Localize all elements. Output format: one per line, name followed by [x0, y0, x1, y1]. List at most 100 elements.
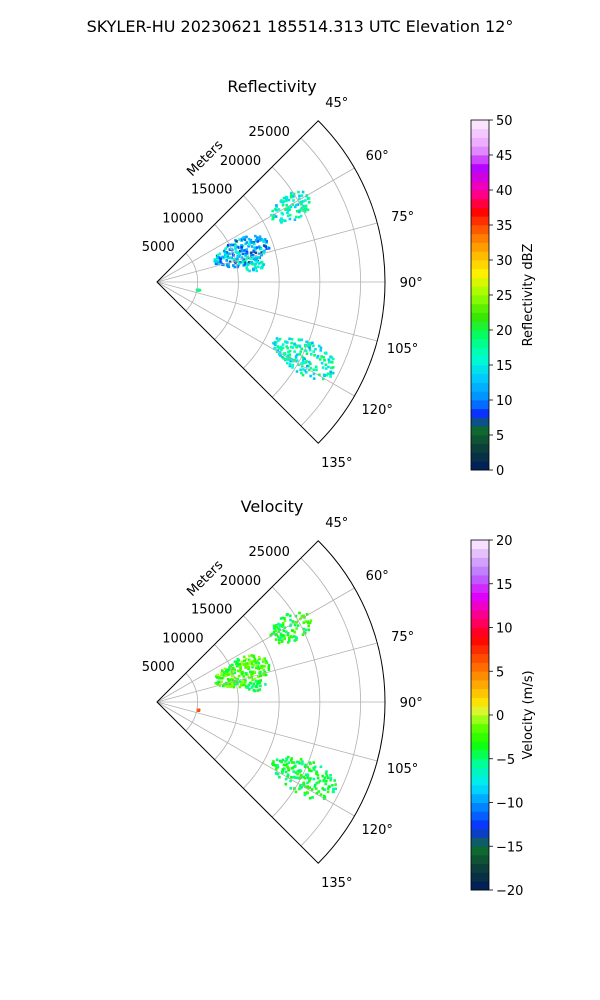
echo-cell [238, 685, 242, 689]
echo-cell [281, 768, 285, 771]
echo-cell [243, 238, 247, 241]
echo-cell [237, 262, 241, 265]
panel-title: Reflectivity [227, 77, 316, 96]
echo-cell [213, 258, 217, 261]
echo-cell [272, 760, 275, 763]
echo-cell [290, 776, 293, 779]
echo-cell [278, 352, 281, 356]
echo-cell [295, 346, 298, 349]
echo-cell [308, 769, 311, 772]
echo-cell [245, 672, 248, 675]
range-tick-label: 15000 [191, 183, 232, 198]
colorbar-level [471, 172, 489, 182]
echo-cell [295, 215, 298, 219]
colorbar-level [471, 435, 489, 445]
echo-cell [215, 681, 219, 685]
echo-cell [279, 219, 283, 222]
echo-cell [331, 361, 334, 364]
echo-cell [235, 662, 238, 666]
echo-cell [293, 218, 297, 221]
echo-cell [292, 195, 295, 198]
echo-cell [247, 261, 251, 264]
echo-cell [287, 198, 291, 202]
range-tick-label: 10000 [162, 211, 203, 226]
echo-cell [245, 662, 248, 665]
echo-cell [274, 764, 277, 767]
echo-cell [242, 675, 246, 678]
echo-cell [309, 777, 312, 780]
colorbar-level [471, 863, 489, 873]
echo-cell [290, 191, 293, 195]
echo-cell [233, 265, 236, 269]
echo-cell [230, 682, 234, 685]
echo-cell [247, 244, 250, 248]
echo-cell [316, 354, 320, 358]
echo-cell [306, 773, 310, 776]
echo-cell [251, 684, 255, 688]
echo-cell [259, 684, 262, 688]
echo-cell [286, 774, 289, 778]
echo-cell [275, 626, 279, 629]
echo-cell [237, 252, 241, 256]
echo-cell [287, 209, 290, 212]
colorbar-tick-label: 10 [496, 622, 513, 637]
echo-cell [261, 238, 264, 242]
echo-cell [282, 352, 286, 355]
echo-cell [231, 252, 235, 255]
echo-cell [293, 631, 296, 634]
echo-cell [326, 790, 330, 794]
echo-cell [265, 241, 268, 245]
echo-cell [257, 662, 261, 665]
echo-cell [301, 762, 304, 766]
echo-cell [277, 208, 281, 211]
colorbar-tick-label: −10 [496, 797, 523, 812]
echo-cell [264, 661, 268, 665]
colorbar-level [471, 356, 489, 366]
echo-cell [226, 245, 229, 249]
echo-cell [301, 633, 305, 636]
echo-cell [300, 194, 304, 197]
echo-cell [289, 193, 293, 197]
echo-cell [254, 251, 258, 255]
echo-cell [324, 772, 328, 775]
echo-cell [240, 246, 243, 249]
echo-cell [256, 240, 259, 243]
colorbar-level [471, 373, 489, 383]
echo-cell [220, 677, 223, 680]
echo-cell [285, 630, 288, 633]
echo-cell [262, 250, 266, 253]
echo-cell [229, 243, 233, 247]
echo-cell [264, 673, 268, 677]
echo-cell [288, 349, 292, 353]
echo-cell [222, 671, 226, 674]
echo-cell [238, 670, 242, 673]
echo-cell [255, 236, 259, 239]
echo-cell [241, 679, 245, 683]
colorbar-level [471, 741, 489, 751]
echo-cell [257, 667, 260, 671]
echo-cell [289, 614, 292, 618]
echo-cell [322, 794, 326, 798]
echo-cell [277, 641, 281, 645]
echo-region-4 [272, 337, 335, 381]
echo-cell [227, 673, 230, 676]
echo-cell [216, 258, 219, 262]
echo-cell [308, 348, 312, 352]
echo-cell [278, 351, 282, 354]
echo-cell [282, 763, 286, 767]
echo-cell [276, 345, 280, 349]
echo-cell [314, 347, 317, 351]
echo-region-1 [214, 654, 271, 689]
echo-cell [308, 346, 311, 350]
echo-cell [309, 374, 312, 378]
echo-cell [254, 266, 257, 270]
echo-cell [238, 249, 242, 253]
echo-cell [235, 664, 239, 668]
echo-cell [293, 623, 297, 627]
echo-cell [325, 779, 328, 783]
echo-cell [221, 669, 224, 672]
echo-cell [258, 239, 262, 242]
echo-cell [238, 238, 241, 241]
echo-cell [297, 363, 300, 367]
echo-cell [246, 662, 250, 665]
